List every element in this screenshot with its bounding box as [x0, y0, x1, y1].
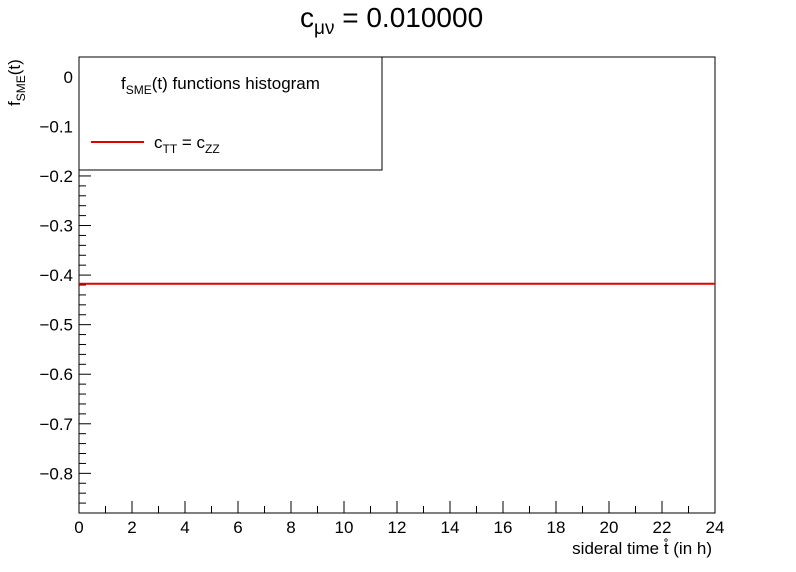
x-tick-label: 24: [706, 518, 725, 537]
y-tick-label: −0.6: [39, 365, 73, 384]
x-tick-label: 0: [74, 518, 83, 537]
chart-title: cμν = 0.010000: [300, 2, 483, 39]
y-tick-label: −0.5: [39, 316, 73, 335]
x-tick-label: 16: [494, 518, 513, 537]
x-tick-label: 12: [388, 518, 407, 537]
y-tick-label: −0.4: [39, 266, 73, 285]
y-tick-label: −0.2: [39, 167, 73, 186]
legend-entry-label: cTT = cZZ: [154, 133, 220, 156]
x-tick-label: 14: [441, 518, 460, 537]
x-axis-ticks: 0 2 4 6 8 10 12 14 16 18 20 22 24: [74, 501, 724, 537]
x-tick-label: 18: [547, 518, 566, 537]
y-tick-label: −0.7: [39, 415, 73, 434]
x-tick-label: 20: [600, 518, 619, 537]
x-tick-label: 10: [335, 518, 354, 537]
x-tick-label: 4: [180, 518, 189, 537]
y-tick-label: −0.8: [39, 464, 73, 483]
x-axis-label: sideral time t̊ (in h): [572, 539, 712, 558]
x-tick-label: 8: [286, 518, 295, 537]
legend: fSME(t) functions histogram cTT = cZZ: [78, 56, 383, 171]
x-tick-label: 22: [653, 518, 672, 537]
y-axis-ticks: 0 −0.1 −0.2 −0.3 −0.4 −0.5 −0.6 −0.7 −0.8: [39, 56, 91, 514]
y-axis-label: fSME(t): [5, 59, 28, 106]
y-tick-label: −0.1: [39, 117, 73, 136]
y-tick-label: −0.3: [39, 217, 73, 236]
legend-header: fSME(t) functions histogram: [121, 74, 320, 97]
y-tick-label: 0: [64, 68, 73, 87]
legend-box: [78, 56, 383, 171]
x-tick-label: 2: [127, 518, 136, 537]
x-tick-label: 6: [233, 518, 242, 537]
